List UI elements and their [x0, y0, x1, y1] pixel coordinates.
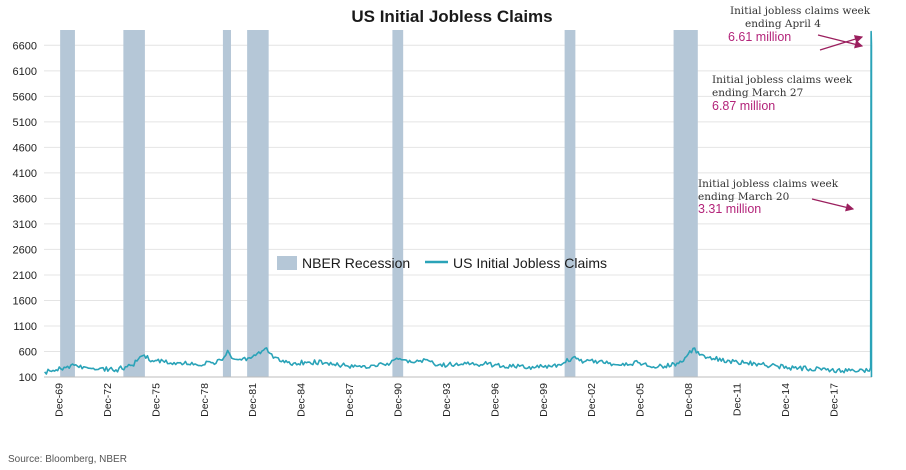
annotation-march-20: Initial jobless claims week ending March…: [698, 178, 855, 216]
annotation-march-20-line2: ending March 20: [698, 191, 789, 203]
y-tick-label: 2600: [13, 244, 37, 256]
annotation-march-20-line1: Initial jobless claims week: [698, 178, 839, 190]
series-line-jobless-claims: [44, 30, 873, 375]
x-tick-label: Dec-05: [635, 383, 647, 417]
y-tick-label: 3100: [13, 219, 37, 231]
x-tick-label: Dec-90: [392, 383, 404, 417]
x-tick-label: Dec-96: [489, 383, 501, 417]
annotation-april-4-line2: ending April 4: [745, 18, 821, 30]
legend-swatch-recession: [277, 256, 297, 270]
y-tick-label: 4100: [13, 168, 37, 180]
source-note: Source: Bloomberg, NBER: [8, 454, 127, 465]
annotation-march-27-value: 6.87 million: [712, 99, 775, 113]
legend: NBER Recession US Initial Jobless Claims: [277, 255, 607, 271]
x-axis: Dec-69 Dec-72 Dec-75 Dec-78 Dec-81 Dec-84 Dec-…: [44, 376, 872, 417]
y-tick-label: 2100: [13, 270, 37, 282]
series-layer: [44, 30, 873, 377]
annotation-march-27-line1: Initial jobless claims week: [712, 74, 853, 86]
x-tick-label: Dec-11: [731, 383, 743, 416]
legend-label-recession: NBER Recession: [302, 255, 410, 271]
recession-band: [247, 30, 269, 377]
annotation-march-27-arrow: [817, 34, 864, 49]
annotation-april-4: Initial jobless claims week ending April…: [728, 5, 871, 51]
x-tick-label: Dec-78: [199, 383, 211, 417]
grid: [44, 44, 872, 378]
x-tick-label: Dec-08: [683, 383, 695, 417]
annotation-april-4-value: 6.61 million: [728, 30, 791, 44]
x-tick-label: Dec-93: [441, 383, 453, 417]
recession-band: [123, 30, 145, 377]
x-tick-label: Dec-99: [538, 383, 550, 417]
x-tick-label: Dec-87: [344, 383, 356, 417]
recession-bands: [60, 30, 698, 377]
annotation-april-4-arrow: [819, 35, 864, 51]
x-tick-label: Dec-14: [780, 383, 792, 417]
annotation-april-4-line1: Initial jobless claims week: [730, 5, 871, 17]
annotation-march-20-arrow: [811, 198, 855, 212]
y-tick-label: 1600: [13, 295, 37, 307]
chart-title: US Initial Jobless Claims: [351, 7, 552, 26]
recession-band: [60, 30, 75, 377]
x-tick-label: Dec-69: [53, 383, 65, 417]
annotation-march-27-line2: ending March 27: [712, 87, 803, 99]
recession-band: [222, 30, 231, 377]
y-tick-label: 6100: [13, 66, 37, 78]
x-tick-label: Dec-72: [102, 383, 114, 417]
annotation-march-27: Initial jobless claims week ending March…: [712, 34, 864, 113]
legend-label-claims: US Initial Jobless Claims: [453, 255, 607, 271]
y-tick-label: 5100: [13, 117, 37, 129]
y-axis: 100 600 1100 1600 2100 2600 3100 3600 4100 4600 51…: [13, 40, 37, 384]
y-tick-label: 5600: [13, 91, 37, 103]
x-tick-label: Dec-17: [828, 383, 840, 417]
x-tick-label: Dec-81: [247, 383, 259, 417]
y-tick-label: 600: [19, 346, 37, 358]
recession-band: [392, 30, 404, 377]
recession-band: [564, 30, 576, 377]
x-tick-label: Dec-84: [296, 383, 308, 417]
recession-band: [673, 30, 698, 377]
y-tick-label: 6600: [13, 40, 37, 52]
y-tick-label: 1100: [13, 321, 37, 333]
y-tick-label: 100: [19, 372, 37, 384]
annotation-march-20-value: 3.31 million: [698, 202, 761, 216]
y-tick-label: 3600: [13, 193, 37, 205]
x-tick-label: Dec-02: [586, 383, 598, 417]
x-tick-label: Dec-75: [150, 383, 162, 417]
y-tick-label: 4600: [13, 142, 37, 154]
